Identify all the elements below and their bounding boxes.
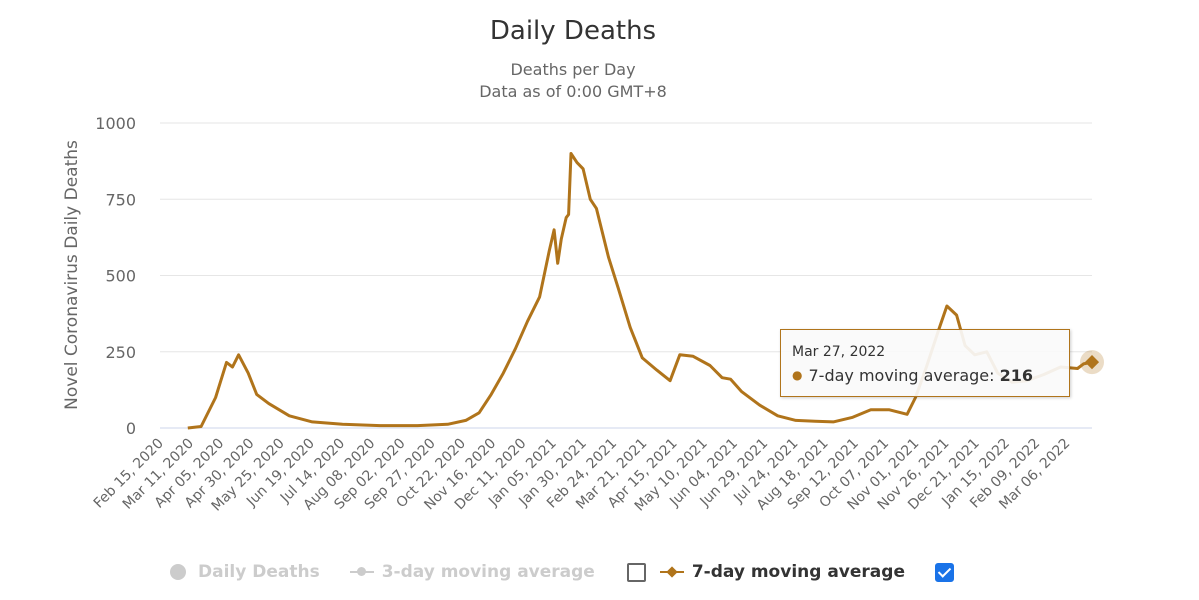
y-tick-label: 250 (105, 343, 136, 362)
checkbox-7-day-average[interactable] (934, 562, 954, 582)
y-axis-label: Novel Coronavirus Daily Deaths (62, 140, 82, 410)
legend: Daily Deaths 3-day moving average 7-day … (170, 562, 978, 582)
legend-item-3-day-average[interactable]: 3-day moving average (349, 562, 595, 582)
legend-item-daily-deaths[interactable]: Daily Deaths (170, 562, 320, 582)
y-tick-label: 0 (126, 419, 136, 438)
legend-label: 7-day moving average (691, 562, 905, 582)
chart-subtitle: Deaths per Day (510, 60, 636, 79)
chart-title: Daily Deaths (489, 16, 657, 46)
grid-lines (160, 122, 1092, 429)
tooltip-colon: : (989, 366, 1000, 385)
legend-label: 3-day moving average (381, 562, 595, 582)
series-line-7-day-average (187, 152, 1093, 430)
series-group (187, 152, 1104, 430)
tooltip: Mar 27, 2022 ● 7-day moving average: 216 (780, 329, 1070, 397)
tooltip-row: ● 7-day moving average: 216 (792, 366, 1033, 385)
y-tick-label: 500 (105, 267, 136, 286)
tooltip-bullet-icon: ● (792, 368, 803, 382)
y-axis-ticks: 0 250 500 750 1000 (95, 114, 136, 438)
y-tick-label: 1000 (95, 114, 136, 133)
chart-subtitle-date: Data as of 0:00 GMT+8 (479, 82, 667, 101)
line-diamond-icon (659, 564, 684, 580)
hover-marker-diamond[interactable] (1084, 355, 1100, 370)
legend-label: Daily Deaths (198, 562, 320, 582)
checkbox-3-day-average[interactable] (626, 562, 646, 582)
line-circle-icon (349, 564, 374, 580)
y-tick-label: 750 (105, 190, 136, 209)
circle-icon (170, 564, 186, 580)
legend-item-7-day-average[interactable]: 7-day moving average (659, 562, 905, 582)
tooltip-value: 216 (999, 366, 1034, 385)
tooltip-date: Mar 27, 2022 (792, 344, 886, 360)
tooltip-series-label: 7-day moving average (808, 366, 990, 385)
